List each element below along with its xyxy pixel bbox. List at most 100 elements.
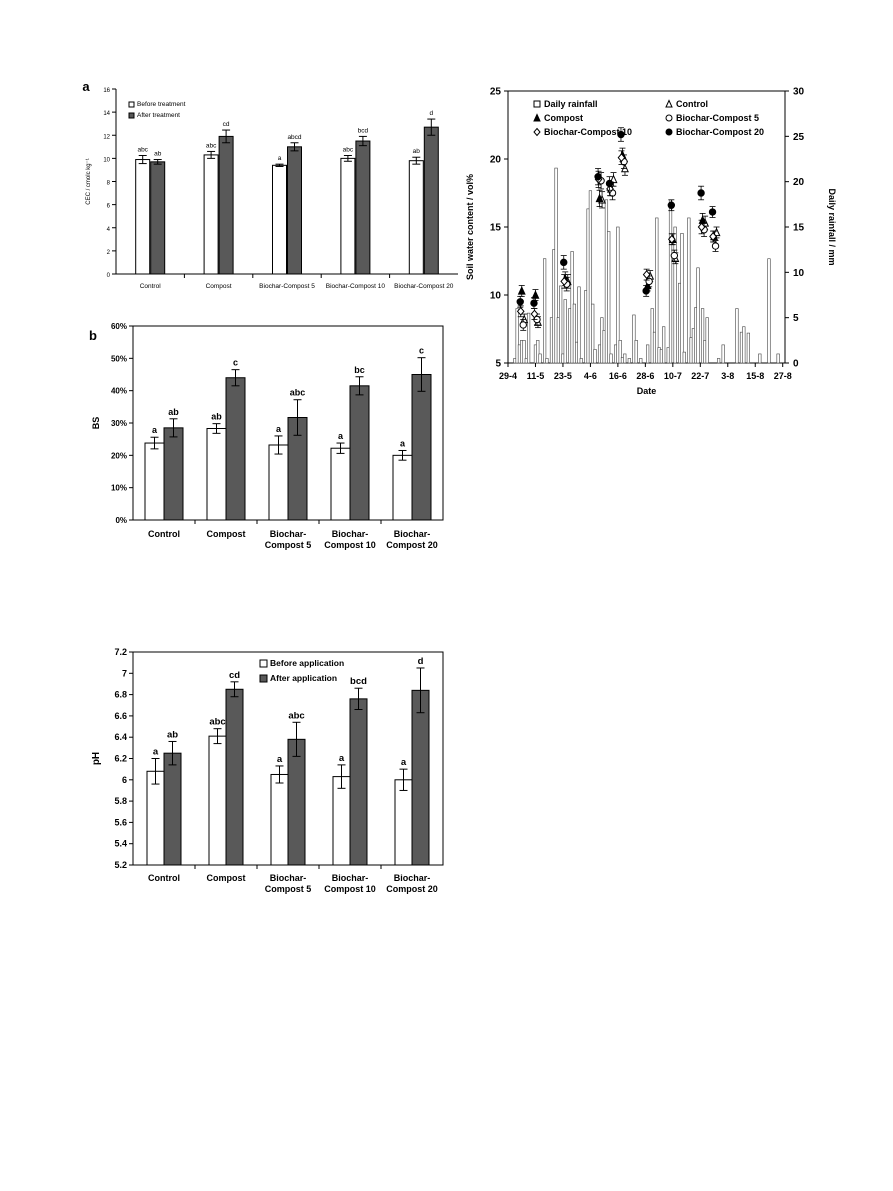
y-tick-label: 20 xyxy=(490,155,502,166)
y-tick-label: 5 xyxy=(495,359,501,370)
rainfall-bar xyxy=(579,358,583,364)
significance-letter: a xyxy=(401,757,407,768)
panel-label: a xyxy=(82,80,90,94)
rainfall-bar xyxy=(536,340,540,364)
significance-letter: bcd xyxy=(350,676,367,687)
significance-letter: a xyxy=(339,753,345,764)
y-tick-label: 7.2 xyxy=(114,647,127,657)
significance-letter: c xyxy=(233,358,238,368)
legend-label: After treatment xyxy=(137,112,180,119)
bar xyxy=(423,126,439,275)
data-point xyxy=(516,298,524,306)
rainfall-bar xyxy=(545,358,549,364)
y-tick-label: 5.4 xyxy=(114,839,127,849)
y-tick-label: 0% xyxy=(115,516,127,525)
significance-letter: bcd xyxy=(358,127,369,134)
y-tick-label: 6.6 xyxy=(114,711,127,721)
rainfall-bar xyxy=(538,353,542,364)
rainfall-bar xyxy=(623,353,627,364)
x-category-label: Biochar-Compost 5 xyxy=(265,529,312,550)
legend-swatch xyxy=(128,101,135,108)
legend-label: After application xyxy=(270,673,337,683)
significance-letter: d xyxy=(418,656,424,667)
y2-tick-label: 10 xyxy=(793,268,805,279)
y2-axis-label: Daily rainfall / mm xyxy=(827,188,837,265)
y-tick-label: 5.8 xyxy=(114,796,127,806)
y-tick-label: 30% xyxy=(111,419,127,428)
significance-letter: abc xyxy=(288,710,304,721)
legend-marker xyxy=(533,113,541,122)
data-point xyxy=(617,153,626,163)
y-tick-label: 0 xyxy=(107,273,111,279)
y-tick-label: 6.2 xyxy=(114,754,127,764)
rainfall-bar xyxy=(721,344,725,364)
y2-tick-label: 20 xyxy=(793,177,805,188)
rainfall-bar xyxy=(618,340,622,364)
significance-letter: ab xyxy=(211,412,222,422)
y-tick-label: 10 xyxy=(103,157,110,163)
bar xyxy=(163,752,182,866)
y-tick-label: 40% xyxy=(111,387,127,396)
significance-letter: abc xyxy=(206,142,217,149)
y-tick-label: 6.8 xyxy=(114,690,127,700)
y-tick-label: 14 xyxy=(103,111,110,117)
rainfall-bar xyxy=(742,326,746,364)
x-axis-label: Date xyxy=(637,386,657,396)
legend-label: Control xyxy=(676,99,708,109)
y-tick-label: 10 xyxy=(490,291,502,302)
rainfall-bar xyxy=(662,326,666,364)
data-point xyxy=(697,222,706,232)
x-category-label: Biochar-Compost 20 xyxy=(386,873,438,894)
bar xyxy=(355,140,371,275)
ph-bar-chart: 5.25.45.65.866.26.46.66.877.2ControlaabC… xyxy=(91,647,444,894)
y-tick-label: 2 xyxy=(107,250,111,256)
bar xyxy=(408,160,424,275)
significance-letter: abc xyxy=(290,388,306,398)
x-category-label: Biochar-Compost 20 xyxy=(386,529,438,550)
data-point xyxy=(617,130,625,139)
legend-label: Biochar-Compost 20 xyxy=(676,127,764,137)
bar xyxy=(332,776,351,866)
data-point xyxy=(711,242,720,250)
significance-letter: a xyxy=(400,438,406,448)
x-tick-label: 16-6 xyxy=(609,371,627,381)
legend-marker xyxy=(533,127,541,137)
rainfall-bar xyxy=(735,308,739,364)
rainfall-bar xyxy=(515,308,519,364)
x-tick-label: 28-6 xyxy=(636,371,654,381)
rainfall-bar xyxy=(543,258,547,364)
y-tick-label: 10% xyxy=(111,484,127,493)
x-category-label: Biochar-Compost 10 xyxy=(324,529,376,550)
x-category-label: Biochar-Compost 5 xyxy=(259,283,315,290)
x-category-label: Control xyxy=(140,283,162,290)
rainfall-bar xyxy=(563,299,567,364)
bar xyxy=(287,738,306,866)
bar xyxy=(270,773,289,866)
y-tick-label: 60% xyxy=(111,322,127,331)
bar xyxy=(340,157,356,275)
y2-tick-label: 5 xyxy=(793,313,799,324)
x-tick-label: 27-8 xyxy=(774,371,792,381)
rainfall-bar xyxy=(639,358,643,364)
significance-letter: ab xyxy=(154,151,162,158)
x-tick-label: 4-6 xyxy=(584,371,597,381)
data-point xyxy=(531,290,540,299)
significance-letter: abc xyxy=(137,146,148,153)
rainfall-bar xyxy=(627,358,631,364)
bar xyxy=(394,779,413,866)
x-category-label: Compost xyxy=(206,283,232,290)
rainfall-bar xyxy=(696,267,700,364)
x-category-label: Control xyxy=(148,529,180,539)
y2-tick-label: 0 xyxy=(793,359,799,370)
data-point xyxy=(530,299,538,307)
data-point xyxy=(560,258,568,267)
bar xyxy=(330,447,351,521)
rainfall-bar xyxy=(705,317,709,364)
rainfall-bar xyxy=(682,351,686,364)
y-tick-label: 25 xyxy=(490,87,502,98)
data-point xyxy=(642,270,651,280)
y-axis-label: Soil water content / vol% xyxy=(465,174,475,280)
data-point xyxy=(595,193,604,203)
rainfall-bar xyxy=(554,167,558,364)
y2-tick-label: 15 xyxy=(793,223,805,234)
